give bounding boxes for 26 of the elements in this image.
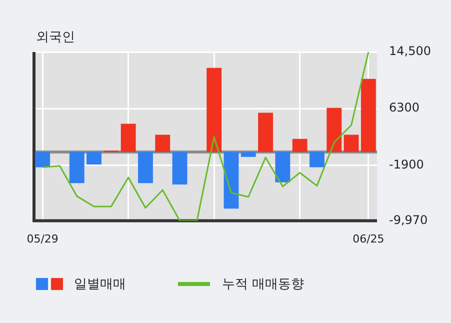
bar bbox=[86, 152, 102, 164]
bar bbox=[206, 68, 222, 152]
bar bbox=[120, 124, 136, 152]
y-tick-label: -9,970 bbox=[389, 212, 428, 227]
bar bbox=[172, 152, 188, 184]
bar bbox=[138, 152, 153, 184]
bar bbox=[326, 108, 342, 152]
bar bbox=[292, 138, 308, 152]
bar bbox=[35, 152, 50, 168]
x-tick-label: 06/25 bbox=[352, 232, 384, 246]
y-tick-label: -1900 bbox=[389, 157, 424, 172]
bar bbox=[344, 134, 359, 152]
y-tick-label: 14,500 bbox=[389, 44, 432, 58]
bar bbox=[69, 152, 84, 184]
bar bbox=[224, 152, 239, 209]
bar bbox=[155, 134, 170, 152]
bar bbox=[310, 152, 324, 168]
bar bbox=[360, 78, 376, 152]
chart-title: 외국인 bbox=[36, 29, 75, 46]
legend-label: 누적 매매동향 bbox=[222, 276, 304, 293]
bar bbox=[275, 152, 290, 182]
x-tick-label: 05/29 bbox=[26, 232, 58, 246]
bar bbox=[240, 152, 256, 157]
bar bbox=[258, 112, 273, 152]
y-tick-label: 6300 bbox=[389, 100, 420, 115]
legend-label: 일별매매 bbox=[74, 276, 126, 293]
